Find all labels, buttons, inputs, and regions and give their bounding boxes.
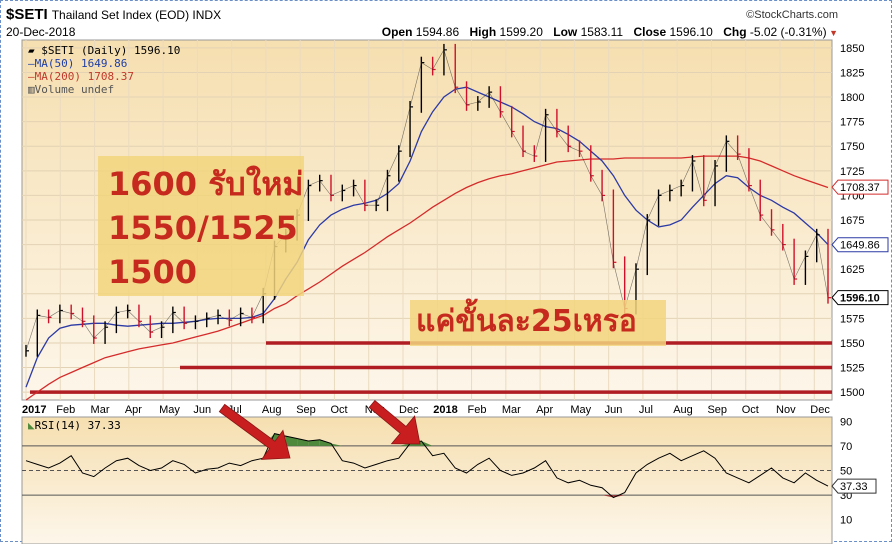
symbol-name: Thailand Set Index (EOD) INDX — [51, 8, 222, 22]
down-arrow-icon: ▼ — [826, 28, 838, 38]
y-tick-label: 1850 — [840, 43, 864, 55]
chg-label: Chg — [723, 25, 747, 39]
x-tick-label: Apr — [125, 404, 142, 416]
annotation-box-2 — [410, 300, 666, 346]
ohlc-readout: Open 1594.86 High 1599.20 Low 1583.11 Cl… — [375, 25, 838, 39]
y-tick-label: 1725 — [840, 166, 864, 178]
svg-text:1596.10: 1596.10 — [840, 293, 880, 305]
legend-price: ▰ $SETI (Daily) 1596.10 — [28, 44, 180, 57]
legend-ma200: —MA(200) 1708.37 — [28, 70, 134, 83]
low-label: Low — [553, 25, 578, 39]
x-tick-label: Aug — [673, 404, 693, 416]
x-tick-label: 2017 — [22, 404, 46, 416]
legend-price-text: $SETI (Daily) 1596.10 — [41, 44, 181, 57]
y-tick-label: 1775 — [840, 117, 864, 129]
legend-icon: ▰ — [28, 44, 42, 57]
legend-ma50-text: MA(50) 1649.86 — [34, 57, 128, 70]
y-tick-label: 1825 — [840, 67, 864, 79]
y-tick-label: 1750 — [840, 141, 864, 153]
annotation-text: 1600 รับใหม่ 1550/1525 1500 — [108, 162, 304, 294]
arrow-icon — [218, 403, 291, 460]
ma50-line — [25, 86, 829, 388]
x-tick-label: 2018 — [433, 404, 457, 416]
x-tick-label: Sep — [296, 404, 316, 416]
x-tick-label: Feb — [56, 404, 75, 416]
legend-ma50: —MA(50) 1649.86 — [28, 57, 128, 70]
close-label: Close — [633, 25, 667, 39]
rsi-overbought-fill — [319, 439, 331, 446]
volume-icon: ▥ — [28, 83, 35, 96]
x-tick-label: Dec — [810, 404, 830, 416]
brand-label[interactable]: ©StockCharts.com — [746, 9, 838, 21]
x-tick-label: Oct — [330, 404, 347, 416]
rsi-panel — [21, 416, 833, 544]
ma200-value-tag: 1708.37 — [831, 179, 889, 195]
close-value: 1596.10 — [669, 25, 713, 39]
x-tick-label: May — [570, 404, 591, 416]
high-label: High — [469, 25, 497, 39]
svg-text:1708.37: 1708.37 — [840, 182, 880, 194]
y-tick-label: 1525 — [840, 363, 864, 375]
x-tick-label: Mar — [91, 404, 110, 416]
chg-value: -5.02 (-0.31%) — [749, 25, 827, 39]
open-value: 1594.86 — [415, 25, 460, 39]
legend-ma200-text: MA(200) 1708.37 — [34, 70, 134, 83]
legend-volume: ▥Volume undef — [28, 83, 180, 96]
high-value: 1599.20 — [499, 25, 543, 39]
rsi-overbought-fill — [398, 443, 411, 446]
x-tick-label: Feb — [468, 404, 487, 416]
ma50-value-tag: 1649.86 — [831, 237, 889, 253]
x-tick-label: Sep — [707, 404, 727, 416]
x-tick-label: Jun — [193, 404, 211, 416]
rsi-value-tag: 37.33 — [831, 478, 877, 494]
rsi-tick-label: 70 — [840, 441, 852, 453]
close-value-tag: 1596.10 — [831, 290, 889, 306]
y-tick-label: 1500 — [840, 387, 864, 399]
x-tick-label: Jun — [605, 404, 623, 416]
x-tick-label: Nov — [776, 404, 796, 416]
chart-legend: ▰ $SETI (Daily) 1596.10 —MA(50) 1649.86 … — [28, 44, 180, 96]
annotation-line-2: 1550/1525 — [108, 209, 298, 247]
open-label: Open — [381, 25, 413, 39]
svg-text:37.33: 37.33 — [840, 481, 868, 493]
rsi-tick-label: 10 — [840, 515, 852, 527]
annotation-box — [98, 156, 304, 296]
x-tick-label: Jul — [639, 404, 653, 416]
rsi-label-text: RSI(14) 37.33 — [34, 419, 121, 432]
x-tick-label: Oct — [742, 404, 759, 416]
ma200-line — [25, 155, 829, 401]
x-tick-label: May — [159, 404, 180, 416]
y-tick-label: 1625 — [840, 264, 864, 276]
annotation-line-3: 1500 — [108, 253, 198, 291]
arrow-icon — [368, 399, 421, 445]
x-tick-label: Mar — [502, 404, 521, 416]
y-tick-label: 1575 — [840, 313, 864, 325]
rsi-overbought-fill — [330, 443, 343, 446]
annotation-line-4: แค่ขั้นละ25เหรอ — [416, 304, 637, 339]
x-tick-label: Apr — [536, 404, 553, 416]
chart-header: $SETI Thailand Set Index (EOD) INDX 20-De… — [6, 4, 838, 39]
chart-title: $SETI Thailand Set Index (EOD) INDX — [6, 4, 221, 23]
rsi-overbought-fill — [285, 436, 298, 446]
rsi-label: ◣RSI(14) 37.33 — [28, 419, 121, 432]
y-tick-label: 1800 — [840, 92, 864, 104]
y-tick-label: 1675 — [840, 215, 864, 227]
svg-text:1649.86: 1649.86 — [840, 240, 880, 252]
symbol: $SETI — [6, 6, 48, 23]
chart-date: 20-Dec-2018 — [6, 25, 76, 39]
x-tick-label: Aug — [262, 404, 282, 416]
rsi-overbought-fill — [297, 438, 309, 446]
legend-volume-text: Volume undef — [34, 83, 115, 96]
annotation-line-1: 1600 รับใหม่ — [108, 165, 304, 203]
rsi-overbought-fill — [308, 439, 320, 446]
y-tick-label: 1550 — [840, 338, 864, 350]
rsi-icon: ◣ — [28, 419, 35, 432]
rsi-line — [25, 433, 829, 499]
rsi-oversold-fill — [613, 495, 625, 498]
low-value: 1583.11 — [580, 25, 624, 39]
price-line — [25, 49, 829, 351]
rsi-tick-label: 90 — [840, 416, 852, 428]
x-tick-label: Dec — [399, 404, 419, 416]
rsi-tick-label: 50 — [840, 466, 852, 478]
